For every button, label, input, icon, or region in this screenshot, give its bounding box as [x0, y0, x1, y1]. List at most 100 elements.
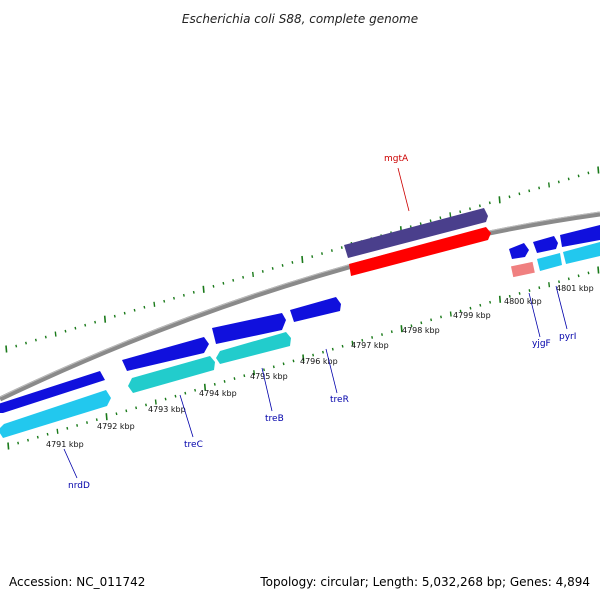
genome-backbone-highlight — [0, 211, 600, 398]
scale-tick — [153, 301, 156, 307]
tick-labels: 4791 kbp 4792 kbp 4793 kbp 4794 kbp 4795… — [46, 284, 594, 449]
scale-tick — [143, 305, 146, 309]
scale-tick — [381, 333, 383, 336]
gene-arrow-treB[interactable] — [216, 332, 291, 364]
scale-tick — [182, 293, 185, 297]
scale-tick — [469, 207, 471, 211]
gene-arrow[interactable] — [560, 225, 600, 247]
tick-label: 4795 kbp — [250, 372, 288, 381]
scale-tick — [439, 216, 442, 220]
scale-tick — [291, 261, 294, 264]
scale-tick — [518, 192, 521, 196]
scale-tick — [105, 413, 108, 421]
scale-tick — [95, 418, 98, 422]
gene-label-treR[interactable]: treR — [330, 395, 349, 405]
scale-tick — [7, 442, 10, 450]
gene-arrow[interactable] — [212, 313, 286, 344]
scale-tick — [292, 359, 295, 363]
scale-tick — [243, 374, 246, 378]
outer-scale-ticks — [5, 166, 600, 353]
map-title: Escherichia coli S88, complete genome — [182, 12, 418, 26]
leader-line — [261, 367, 273, 412]
scale-tick — [429, 219, 432, 223]
leader-line — [63, 448, 78, 479]
scale-tick — [173, 296, 175, 300]
gene-arrow[interactable] — [349, 227, 491, 276]
scale-tick — [15, 344, 18, 348]
gene-arrow[interactable] — [509, 243, 529, 259]
gene-label-treC[interactable]: treC — [184, 440, 203, 450]
scale-tick — [597, 166, 600, 174]
scale-tick — [242, 275, 245, 279]
scale-tick — [263, 368, 265, 372]
forward-strand-genes — [0, 208, 600, 413]
gene-label-nrdD[interactable]: nrdD — [68, 481, 90, 491]
scale-tick — [5, 345, 8, 353]
scale-tick — [440, 315, 442, 319]
scale-tick — [281, 264, 284, 267]
scale-tick — [478, 204, 481, 208]
gene-labels: nrdD treC treB treR mgtA yjgF pyrI — [68, 154, 576, 491]
scale-tick — [577, 274, 580, 278]
scale-tick — [233, 377, 236, 380]
scale-tick — [538, 286, 541, 290]
scale-tick — [135, 406, 138, 410]
scale-tick — [302, 354, 305, 362]
scale-tick — [341, 344, 344, 348]
gene-label-treB[interactable]: treB — [265, 414, 284, 424]
scale-tick — [567, 177, 570, 181]
gene-arrow[interactable] — [290, 297, 341, 322]
scale-tick — [528, 189, 531, 193]
gene-arrow[interactable] — [533, 236, 558, 253]
scale-tick — [361, 338, 364, 342]
gene-arrow[interactable] — [0, 371, 105, 413]
tick-label: 4801 kbp — [556, 284, 594, 293]
scale-tick — [27, 438, 29, 442]
scale-tick — [84, 323, 87, 327]
gene-arrow-nrdD[interactable] — [0, 390, 111, 438]
gene-label-mgtA[interactable]: mgtA — [384, 154, 409, 164]
genome-backbone — [0, 211, 600, 402]
scale-tick — [410, 324, 413, 328]
tick-label: 4798 kbp — [402, 326, 440, 335]
gene-arrow-mgtA[interactable] — [344, 208, 488, 258]
scale-tick — [548, 282, 551, 288]
scale-tick — [420, 321, 423, 325]
gene-arrow[interactable] — [537, 253, 562, 271]
scale-tick — [271, 267, 274, 270]
gene-arrow[interactable] — [122, 337, 209, 371]
scale-tick — [44, 335, 47, 339]
scale-tick — [312, 353, 315, 357]
scale-tick — [164, 397, 167, 401]
scale-tick — [508, 294, 511, 298]
inner-scale-ticks — [7, 266, 600, 450]
scale-tick — [94, 320, 97, 324]
scale-tick — [125, 409, 128, 413]
scale-tick — [17, 441, 20, 445]
gene-arrow-pyrI[interactable] — [563, 242, 600, 264]
gene-label-pyrI[interactable]: pyrI — [559, 332, 576, 342]
tick-label: 4800 kbp — [504, 297, 542, 306]
gene-label-yjgF[interactable]: yjgF — [532, 339, 551, 349]
scale-tick — [430, 318, 433, 322]
scale-tick — [340, 246, 343, 249]
tick-label: 4794 kbp — [199, 389, 237, 398]
scale-tick — [508, 195, 511, 199]
scale-tick — [351, 340, 354, 346]
scale-tick — [202, 285, 205, 293]
scale-tick — [282, 362, 285, 366]
tick-label: 4799 kbp — [453, 311, 491, 320]
scale-tick — [449, 212, 452, 218]
gene-block-yjgF[interactable] — [510, 261, 535, 278]
scale-tick — [390, 330, 393, 334]
scale-tick — [174, 394, 177, 398]
leader-line — [528, 292, 541, 338]
scale-tick — [548, 182, 550, 188]
scale-tick — [518, 292, 521, 295]
scale-tick — [36, 435, 39, 439]
scale-tick — [587, 271, 590, 275]
scale-tick — [331, 347, 334, 351]
gene-arrow-treC[interactable] — [128, 356, 215, 393]
scale-tick — [489, 300, 492, 304]
